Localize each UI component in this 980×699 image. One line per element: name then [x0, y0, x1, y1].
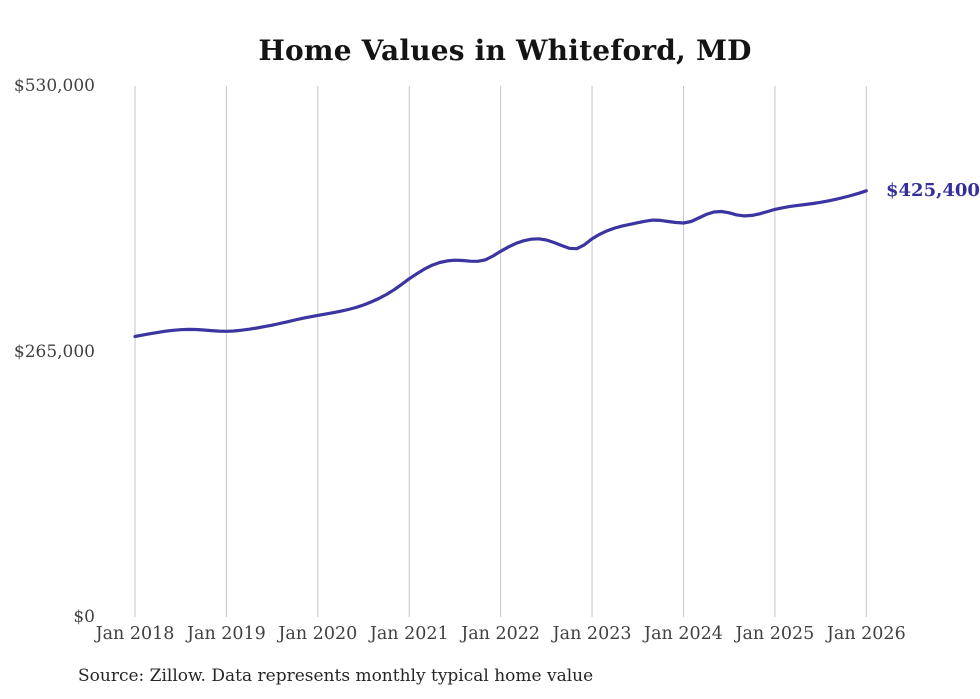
x-axis-tick-label: Jan 2023	[552, 624, 632, 644]
x-axis-tick-label: Jan 2026	[826, 624, 906, 644]
home-value-line	[133, 189, 868, 339]
y-axis-tick-label: $0	[73, 607, 95, 627]
x-axis-tick-label: Jan 2019	[186, 624, 266, 644]
x-axis-tick-label: Jan 2024	[644, 624, 723, 644]
chart-title: Home Values in Whiteford, MD	[258, 34, 752, 67]
y-axis-tick-label: $530,000	[13, 76, 95, 96]
vertical-gridlines	[134, 86, 867, 617]
latest-value-label: $425,400	[886, 179, 980, 201]
x-axis-tick-label: Jan 2020	[278, 624, 358, 644]
x-axis-tick-label: Jan 2021	[369, 624, 449, 644]
source-note: Source: Zillow. Data represents monthly …	[78, 666, 594, 686]
x-axis-tick-label: Jan 2022	[461, 624, 541, 644]
y-axis-tick-label: $265,000	[13, 341, 95, 362]
x-axis-tick-label: Jan 2025	[735, 624, 815, 644]
x-axis-tick-label: Jan 2018	[95, 624, 175, 644]
